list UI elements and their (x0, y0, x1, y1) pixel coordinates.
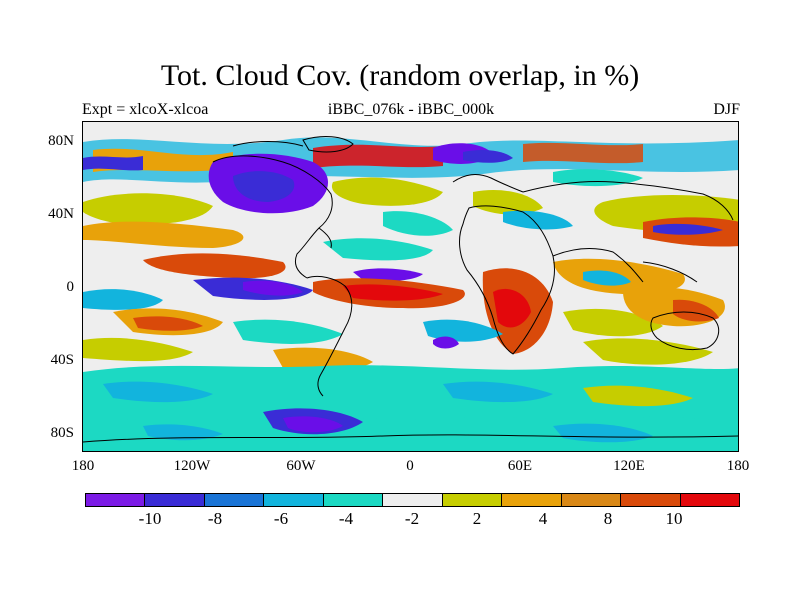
colorbar-swatch (442, 494, 503, 506)
cloud-anomaly-field (83, 122, 738, 451)
arctic-blue-patch (83, 156, 143, 171)
plot-title: Tot. Cloud Cov. (random overlap, in %) (160, 59, 640, 92)
lon-label-120e: 120E (613, 458, 645, 474)
greenland-coast (302, 136, 354, 153)
colorbar-label: 2 (472, 509, 482, 528)
s-atlantic-purple (433, 336, 459, 349)
coastlines (83, 136, 738, 443)
n-america-inner (233, 171, 295, 202)
lat-label-80n: 80N (48, 133, 74, 149)
n-pacific-yellow (83, 193, 213, 225)
colorbar-swatch (680, 494, 739, 506)
colorbar-label: 8 (603, 509, 613, 528)
japan-blue (653, 223, 723, 235)
so-blue-2 (443, 381, 553, 403)
lon-label-0: 0 (406, 458, 414, 474)
greenland-south (232, 141, 304, 147)
colorbar-label: -8 (207, 509, 223, 528)
colorbar-label: -10 (138, 509, 162, 528)
colorbar-swatch (86, 494, 146, 506)
colorbar-label: -6 (273, 509, 289, 528)
lon-label-120w: 120W (173, 458, 211, 474)
colorbar-swatch (204, 494, 265, 506)
antarctic-blue-2 (143, 424, 223, 441)
tropical-pacific-purple (243, 280, 303, 296)
colorbar-label: -4 (338, 509, 354, 528)
tropical-atlantic-cloud-increase (343, 284, 443, 301)
caribbean-teal (323, 238, 433, 261)
season-label: DJF (713, 101, 740, 118)
antarctic-purple (283, 416, 343, 433)
siberia-orange-patch (523, 142, 643, 164)
arctic-red-patch (313, 144, 443, 168)
colorbar-swatch (145, 494, 205, 506)
colorbar-swatch (502, 494, 562, 506)
n-atlantic-teal (383, 211, 453, 236)
n-pacific-orange (83, 221, 244, 248)
so-yellow (583, 385, 693, 407)
lat-label-40s: 40S (50, 352, 74, 368)
scandinavia-blue (463, 150, 513, 163)
lat-label-eq: 0 (66, 279, 75, 295)
europe-coast (452, 174, 524, 193)
siberia-teal (553, 169, 643, 187)
central-pacific-blue (83, 289, 163, 310)
world-map (82, 121, 739, 452)
s-pacific-teal (233, 319, 343, 344)
amazon-purple (353, 268, 423, 282)
s-atlantic-blue (423, 319, 503, 342)
colorbar-swatch (323, 494, 384, 506)
southern-ocean-cloud-decrease (83, 365, 738, 426)
antarctica-coast (83, 434, 738, 443)
gulf-coast (318, 227, 332, 249)
n-atlantic-yellow (331, 177, 443, 206)
s-indian-yellow-2 (583, 338, 713, 365)
east-africa-core (493, 288, 531, 328)
colorbar-label: 4 (538, 509, 548, 528)
s-pacific-red (133, 316, 203, 331)
colorbar-swatch (264, 494, 324, 506)
australia-coast (650, 311, 720, 351)
tropical-pacific-orange (143, 253, 286, 279)
africa-coast (459, 205, 555, 355)
so-blue-1 (103, 381, 213, 403)
lon-label-60w: 60W (286, 458, 316, 474)
colorbar (85, 493, 740, 507)
s-america-coast (306, 275, 353, 397)
s-pacific-yellow (83, 337, 193, 362)
india-coast (552, 248, 644, 283)
lat-label-40n: 40N (48, 206, 74, 222)
lon-label-180w: 180 (71, 458, 95, 474)
maritime-blue (583, 270, 631, 286)
antarctic-blue-3 (553, 423, 653, 443)
lon-label-60e: 60E (507, 458, 533, 474)
colorbar-label: -2 (404, 509, 420, 528)
se-asia-coast (642, 261, 698, 283)
europe-yellow (473, 189, 543, 215)
lat-label-80s: 80S (50, 425, 74, 441)
comparison-label: iBBC_076k - iBBC_000k (327, 101, 495, 118)
experiment-label: Expt = xlcoX-xlcoa (82, 101, 209, 118)
middle-east-blue (503, 210, 573, 230)
colorbar-swatch (383, 494, 443, 506)
n-america-coast (212, 155, 333, 279)
colorbar-label: 10 (665, 509, 683, 528)
lon-label-180e: 180 (726, 458, 750, 474)
colorbar-swatch (561, 494, 622, 506)
colorbar-swatch (621, 494, 681, 506)
asia-north-coast (522, 181, 734, 221)
